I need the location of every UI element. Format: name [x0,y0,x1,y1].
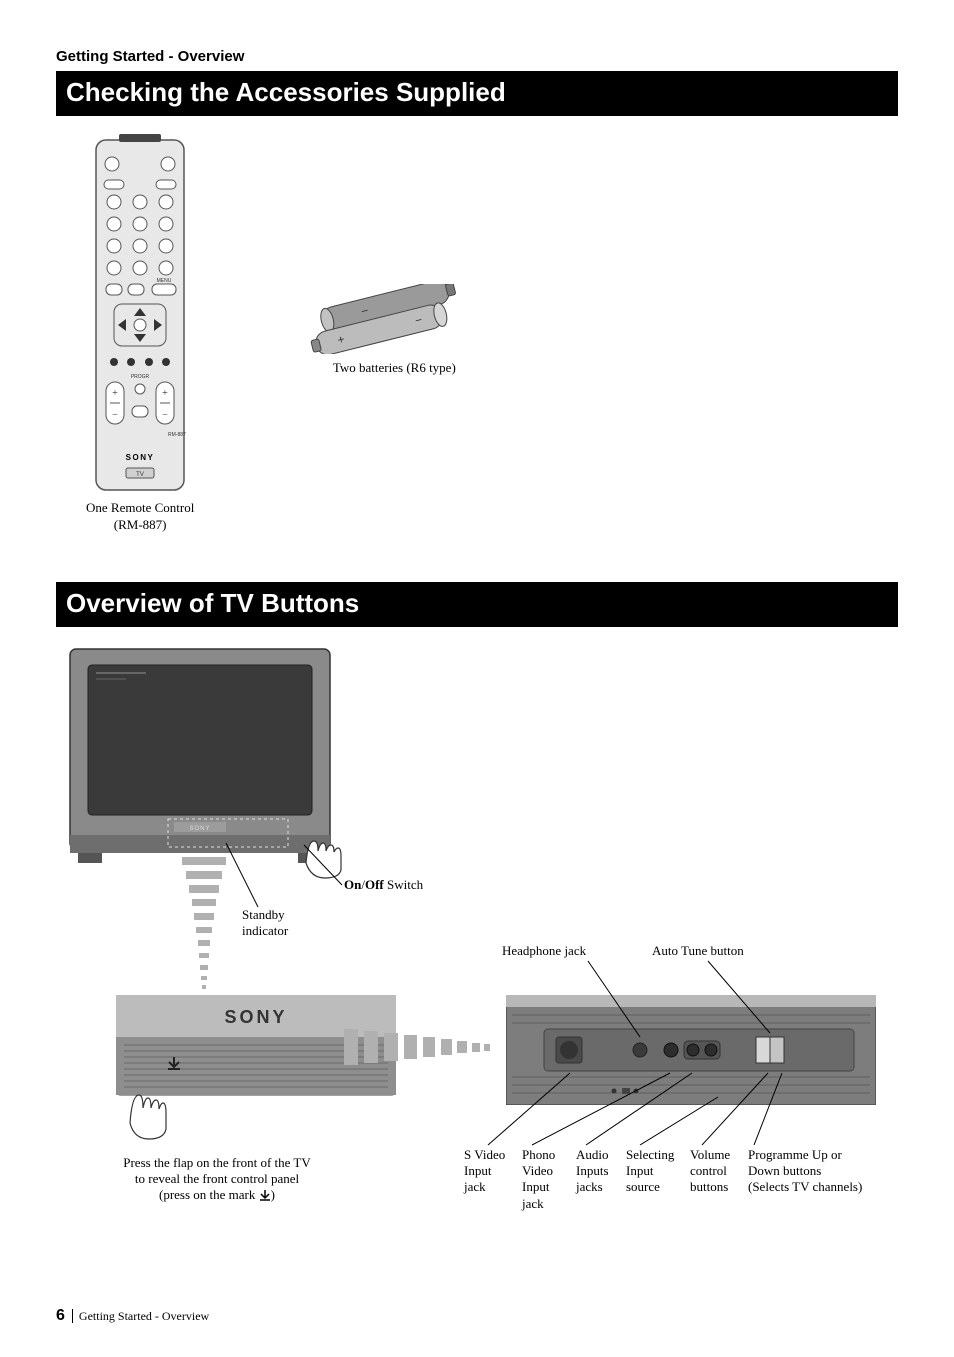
vol-l1: Volume [690,1147,730,1162]
onoff-switch-label: On/Off Switch [344,877,423,893]
prog-l1: Programme Up or [748,1147,842,1162]
phono-l1: Phono [522,1147,555,1162]
sel-l1: Selecting [626,1147,674,1162]
footer-text: Getting Started - Overview [72,1309,209,1323]
flap-l3a: (press on the mark [159,1187,259,1202]
battery-column: − + − Two batteries (R6 type) [304,284,484,377]
svg-text:−: − [162,410,168,421]
flap-l1: Press the flap on the front of the TV [123,1155,311,1170]
svideo-l3: jack [464,1179,486,1194]
remote-control-illustration: MENU PROGR + − + − RM-887 [94,134,186,494]
hand-press-icon [294,823,354,883]
audio-l2: Inputs [576,1163,609,1178]
svg-text:SONY: SONY [224,1007,287,1027]
remote-caption-line2: (RM-887) [114,517,167,532]
flap-caption: Press the flap on the front of the TV to… [76,1155,358,1204]
zoom-arrows-icon [174,857,234,997]
svideo-label: S Video Input jack [464,1147,505,1196]
title-overview-tv-buttons: Overview of TV Buttons [56,582,898,627]
remote-caption-line1: One Remote Control [86,500,194,515]
onoff-off: Off [365,877,384,892]
vol-l3: buttons [690,1179,728,1194]
phono-l3: Input [522,1179,549,1194]
batteries-illustration: − + − [304,284,484,354]
prog-l3: (Selects TV channels) [748,1179,862,1194]
svg-text:SONY: SONY [126,453,155,462]
sel-l2: Input [626,1163,653,1178]
svg-text:−: − [112,410,118,421]
audio-l1: Audio [576,1147,609,1162]
hand-press-panel-icon [116,1071,180,1143]
standby-l1: Standby [242,907,285,922]
svg-text:+: + [112,388,118,399]
flap-l3b: ) [271,1187,275,1202]
zoom-link-bars [344,1023,514,1073]
svideo-l1: S Video [464,1147,505,1162]
selecting-label: Selecting Input source [626,1147,674,1196]
svg-text:TV: TV [136,472,144,478]
onoff-rest: Switch [384,877,423,892]
programme-label: Programme Up or Down buttons (Selects TV… [748,1147,862,1196]
vol-l2: control [690,1163,727,1178]
battery-caption: Two batteries (R6 type) [304,360,484,377]
title-checking-accessories: Checking the Accessories Supplied [56,71,898,116]
phono-l2: Video [522,1163,553,1178]
volume-label: Volume control buttons [690,1147,730,1196]
page-footer: 6 Getting Started - Overview [56,1307,898,1325]
svg-text:MENU: MENU [157,278,172,284]
svg-text:PROGR: PROGR [131,374,150,380]
section-label: Getting Started - Overview [56,48,898,65]
prog-l2: Down buttons [748,1163,821,1178]
overview-tv-buttons-section: Overview of TV Buttons SONY [56,582,898,1285]
audio-l3: jacks [576,1179,603,1194]
remote-column: MENU PROGR + − + − RM-887 [86,134,194,534]
tv-diagram-area: SONY [56,645,898,1285]
sel-l3: source [626,1179,660,1194]
flap-l2: to reveal the front control panel [135,1171,299,1186]
svg-text:SONY: SONY [189,826,210,832]
control-panel-illustration [506,995,876,1105]
auto-tune-label: Auto Tune button [652,943,744,959]
svideo-l2: Input [464,1163,491,1178]
svg-text:RM-887: RM-887 [168,432,186,438]
phono-label: Phono Video Input jack [522,1147,555,1212]
headphone-jack-label: Headphone jack [502,943,586,959]
down-arrow-mark-icon [259,1189,271,1201]
accessories-row: MENU PROGR + − + − RM-887 [56,134,898,534]
standby-indicator-label: Standby indicator [242,907,288,940]
standby-l2: indicator [242,923,288,938]
svg-text:+: + [162,388,168,399]
onoff-on: On [344,877,361,892]
page-number: 6 [56,1307,65,1324]
phono-l4: jack [522,1196,544,1211]
remote-caption: One Remote Control (RM-887) [86,500,194,534]
audio-label: Audio Inputs jacks [576,1147,609,1196]
